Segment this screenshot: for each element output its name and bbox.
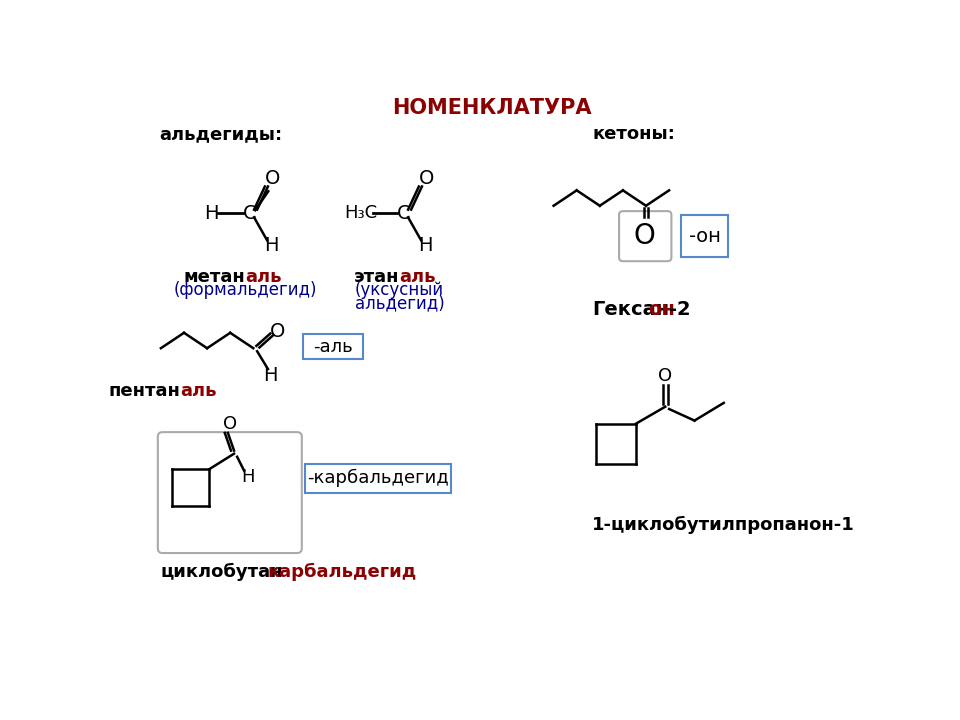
Text: -аль: -аль: [314, 338, 353, 356]
Text: H: H: [263, 366, 277, 384]
Text: O: O: [223, 415, 237, 433]
Text: этан: этан: [354, 268, 399, 286]
Text: НОМЕНКЛАТУРА: НОМЕНКЛАТУРА: [393, 98, 591, 118]
Text: аль: аль: [180, 382, 217, 400]
FancyBboxPatch shape: [682, 215, 728, 257]
Text: C: C: [243, 204, 256, 223]
Text: -он: -он: [688, 227, 720, 246]
Text: O: O: [419, 169, 434, 189]
Text: -карбальдегид: -карбальдегид: [307, 469, 449, 487]
FancyBboxPatch shape: [303, 334, 364, 359]
Text: альдегиды:: альдегиды:: [159, 125, 282, 143]
Text: 1-циклобутилпропанон-1: 1-циклобутилпропанон-1: [592, 516, 854, 534]
Text: H₃C: H₃C: [345, 204, 377, 222]
Text: (формальдегид): (формальдегид): [174, 282, 318, 300]
Text: метан: метан: [184, 268, 246, 286]
Text: циклобутан: циклобутан: [161, 562, 283, 580]
Text: альдегид): альдегид): [355, 294, 444, 312]
Text: аль: аль: [246, 268, 282, 286]
Text: (уксусный: (уксусный: [355, 282, 444, 300]
FancyBboxPatch shape: [305, 464, 451, 493]
Text: O: O: [634, 222, 656, 250]
Text: кетоны:: кетоны:: [592, 125, 675, 143]
Text: O: O: [265, 169, 280, 189]
FancyBboxPatch shape: [157, 432, 301, 553]
Text: C: C: [396, 204, 410, 223]
Text: Гексан: Гексан: [592, 300, 669, 319]
Text: O: O: [270, 322, 285, 341]
Text: аль: аль: [399, 268, 436, 286]
Text: H: H: [204, 204, 218, 223]
Text: H: H: [418, 236, 432, 256]
Text: он: он: [648, 300, 675, 319]
FancyBboxPatch shape: [619, 211, 671, 261]
Text: пентан: пентан: [108, 382, 180, 400]
Text: карбальдегид: карбальдегид: [268, 562, 418, 580]
Text: H: H: [264, 236, 278, 256]
Text: H: H: [241, 468, 254, 486]
Text: O: O: [659, 367, 672, 385]
Text: -2: -2: [669, 300, 691, 319]
